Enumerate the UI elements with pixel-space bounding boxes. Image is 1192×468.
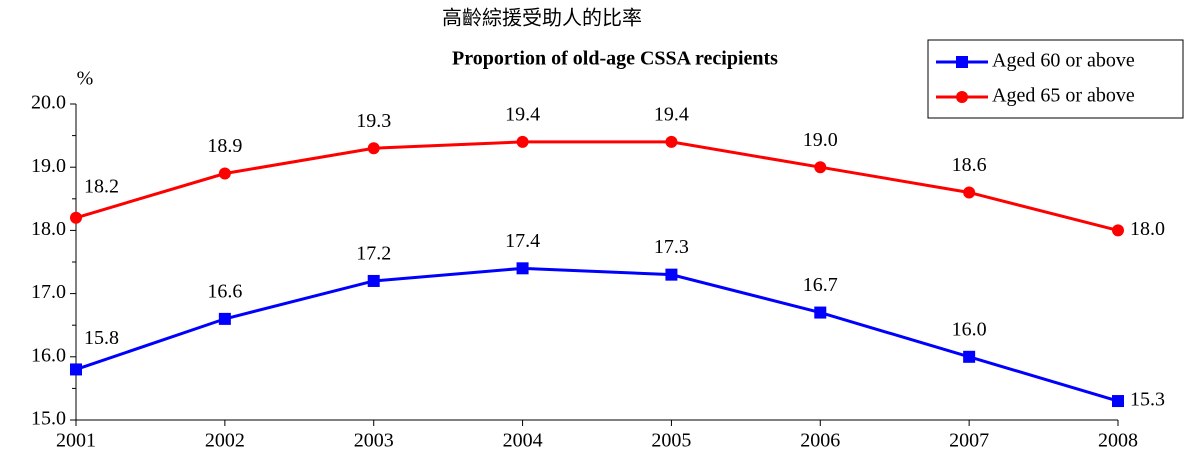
x-tick-label: 2006 — [800, 430, 840, 452]
legend-marker — [956, 56, 968, 68]
x-tick-label: 2002 — [205, 430, 245, 452]
legend-label: Aged 60 or above — [992, 50, 1135, 72]
data-label: 17.2 — [356, 243, 391, 265]
y-tick-label: 20.0 — [31, 92, 66, 114]
legend-box — [927, 39, 1184, 119]
data-label: 16.0 — [952, 318, 987, 340]
data-label: 17.3 — [654, 236, 689, 258]
data-label: 19.3 — [356, 110, 391, 132]
chart-subtitle: Proportion of old-age CSSA recipients — [452, 48, 778, 70]
legend-label: Aged 65 or above — [992, 85, 1135, 107]
data-label: 18.0 — [1130, 218, 1165, 240]
data-point — [665, 135, 678, 148]
data-point — [218, 312, 231, 325]
data-point — [218, 167, 231, 180]
data-point — [516, 135, 529, 148]
y-tick-label: 16.0 — [31, 344, 66, 366]
x-tick-label: 2008 — [1098, 430, 1138, 452]
y-axis-label: % — [77, 68, 94, 90]
data-point — [70, 211, 82, 224]
data-point — [665, 268, 678, 281]
x-tick-label: 2005 — [651, 430, 691, 452]
data-label: 19.0 — [803, 129, 838, 151]
data-label: 18.2 — [84, 175, 119, 197]
data-label: 19.4 — [654, 104, 689, 126]
y-tick-label: 15.0 — [31, 408, 66, 430]
data-point — [367, 274, 380, 287]
data-point — [1112, 395, 1124, 408]
legend-marker — [956, 91, 968, 103]
series-line — [75, 140, 1119, 232]
data-label: 18.6 — [952, 154, 987, 176]
data-point — [1112, 224, 1124, 237]
x-tick-label: 2001 — [56, 430, 96, 452]
data-label: 15.3 — [1130, 389, 1165, 411]
data-point — [814, 161, 827, 174]
chart-title: 高齡綜援受助人的比率 — [442, 7, 642, 30]
y-tick-label: 18.0 — [31, 218, 66, 240]
data-label: 18.9 — [207, 135, 242, 157]
data-label: 19.4 — [505, 104, 540, 126]
data-point — [963, 350, 976, 363]
x-tick-label: 2003 — [354, 430, 394, 452]
series-line — [75, 266, 1119, 403]
x-tick-label: 2004 — [503, 430, 543, 452]
data-point — [70, 363, 82, 376]
data-point — [367, 142, 380, 155]
y-tick-label: 19.0 — [31, 155, 66, 177]
data-point — [814, 306, 827, 319]
data-label: 16.6 — [207, 280, 242, 302]
x-tick-label: 2007 — [949, 430, 989, 452]
data-label: 15.8 — [84, 327, 119, 349]
data-label: 17.4 — [505, 230, 540, 252]
data-point — [516, 262, 529, 275]
data-point — [963, 186, 976, 199]
y-tick-label: 17.0 — [31, 281, 66, 303]
data-label: 16.7 — [803, 274, 838, 296]
